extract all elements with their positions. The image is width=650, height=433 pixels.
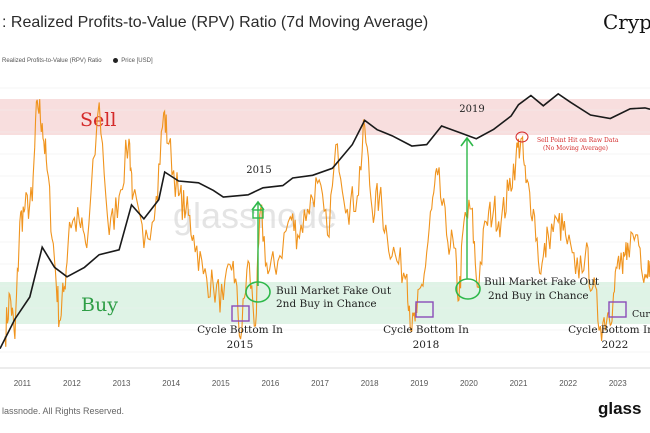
- x-tick-label: 2018: [361, 379, 379, 388]
- x-tick-label: 2012: [63, 379, 81, 388]
- arrow-2015-box: [252, 209, 264, 219]
- cycle-bottom-year-2018: 2018: [413, 339, 440, 351]
- cycle-bottom-year-2015: 2015: [227, 339, 254, 351]
- sell-point-note: Sell Point Hit on Raw Data: [537, 137, 619, 144]
- cycle-bottom-label-2022: Cycle Bottom In: [568, 324, 650, 336]
- sell-point-note-sub: (No Moving Average): [543, 145, 608, 152]
- legend: Realized Profits-to-Value (RPV) Ratio Pr…: [2, 58, 173, 64]
- x-tick-label: 2020: [460, 379, 478, 388]
- brand-logo-text: Crypt: [603, 10, 650, 34]
- second-buy-label-2015: 2nd Buy in Chance: [276, 298, 377, 310]
- grid: [0, 87, 650, 369]
- x-tick-label: 2017: [311, 379, 329, 388]
- x-axis: 2011 2012 2013 2014 2015 2016 2017 2018 2019 2020…: [14, 379, 627, 388]
- buy-label: Buy: [81, 294, 118, 316]
- x-tick-label: 2013: [113, 379, 131, 388]
- legend-dot-icon: [113, 58, 119, 63]
- fakeout-circle-2015: [245, 281, 271, 303]
- cycle-bottom-box-0: [231, 305, 250, 322]
- cycle-bottom-year-2022: 2022: [602, 339, 629, 351]
- x-tick-label: 2022: [559, 379, 577, 388]
- arrow-2015-head: [251, 200, 265, 211]
- arrow-2019-head: [460, 136, 474, 147]
- rpv-series-line: [4, 99, 650, 347]
- x-tick-label: 2015: [212, 379, 230, 388]
- x-tick-label: 2019: [410, 379, 428, 388]
- fakeout-label-2019: Bull Market Fake Out: [484, 276, 600, 288]
- x-tick-label: 2023: [609, 379, 627, 388]
- sell-label: Sell: [80, 109, 116, 131]
- cycle-bottom-box-2: [608, 301, 627, 318]
- x-tick-label: 2014: [162, 379, 180, 388]
- buy-zone: [0, 282, 650, 324]
- fakeout-circle-2019: [455, 278, 481, 300]
- label-2015-price: 2015: [246, 165, 271, 176]
- second-buy-label-2019: 2nd Buy in Chance: [488, 290, 589, 302]
- cycle-bottom-label-2015: Cycle Bottom In: [197, 324, 283, 336]
- legend-price[interactable]: Price [USD]: [113, 58, 162, 64]
- legend-rpv[interactable]: Realized Profits-to-Value (RPV) Ratio: [2, 58, 102, 65]
- copyright: lassnode. All Rights Reserved.: [2, 406, 125, 416]
- x-tick-label: 2021: [510, 379, 528, 388]
- x-tick-label: 2011: [14, 379, 32, 388]
- annotations: 2015 2019 Sell Point Hit on Raw Data(No Mo…: [197, 104, 650, 351]
- x-tick-label: 2016: [262, 379, 280, 388]
- chart-title: : Realized Profits-to-Value (RPV) Ratio …: [2, 14, 429, 31]
- current-label: Curr: [632, 309, 650, 320]
- cycle-bottom-box-1: [415, 301, 434, 318]
- label-2019-price: 2019: [459, 104, 484, 115]
- legend-price-label: Price [USD]: [121, 58, 153, 65]
- watermark: glassnode: [173, 195, 337, 236]
- sell-point-circle: [515, 131, 529, 143]
- fakeout-label-2015: Bull Market Fake Out: [276, 285, 392, 297]
- price-series-line: [0, 92, 650, 350]
- glassnode-logo: glass: [598, 399, 642, 418]
- cycle-bottom-label-2018: Cycle Bottom In: [383, 324, 469, 336]
